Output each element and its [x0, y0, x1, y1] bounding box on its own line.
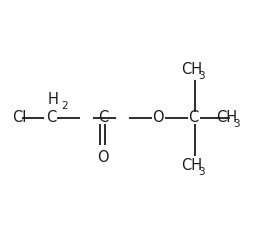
- Text: O: O: [97, 150, 108, 165]
- Text: 3: 3: [197, 167, 204, 177]
- Text: C: C: [98, 111, 108, 126]
- Text: C: C: [46, 111, 56, 126]
- Text: C: C: [187, 111, 197, 126]
- Text: O: O: [152, 111, 163, 126]
- Text: CH: CH: [215, 111, 236, 126]
- Text: 3: 3: [197, 71, 204, 81]
- Text: 3: 3: [232, 119, 239, 129]
- Text: Cl: Cl: [12, 111, 26, 126]
- Text: 2: 2: [61, 101, 67, 111]
- Text: CH: CH: [180, 158, 201, 173]
- Text: H: H: [48, 92, 59, 108]
- Text: CH: CH: [180, 62, 201, 77]
